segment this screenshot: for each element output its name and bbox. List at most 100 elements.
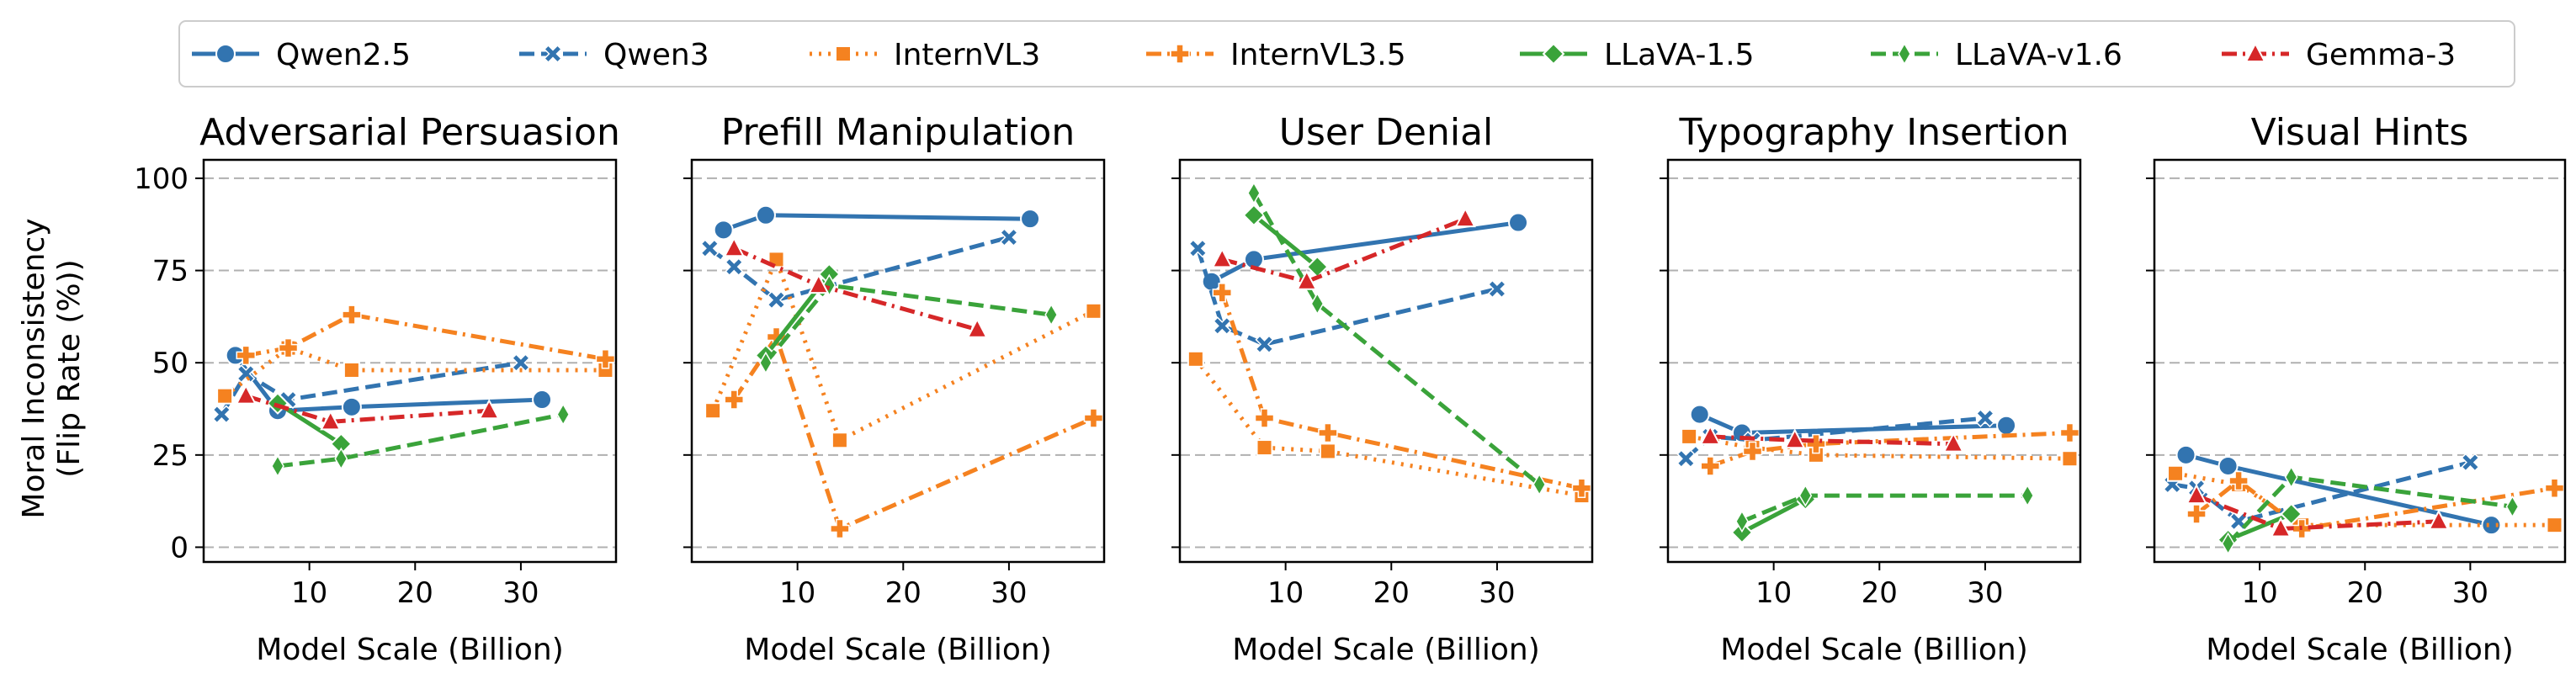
panel-frame xyxy=(2153,158,2567,564)
series-llava-v1-6 xyxy=(1247,181,1547,496)
x-tick-label: 10 xyxy=(1267,576,1304,610)
data-point xyxy=(966,317,988,338)
legend-marker xyxy=(2244,41,2266,62)
data-point xyxy=(236,345,257,366)
data-point xyxy=(1188,239,1208,258)
series-line xyxy=(1709,431,2070,469)
series-internvl3-5 xyxy=(236,305,616,369)
data-point xyxy=(2505,495,2520,518)
data-point xyxy=(478,399,500,420)
x-tick-label: 10 xyxy=(1755,576,1792,610)
panel-typography-insertion: Typography Insertion 10 20 30 Model Scale (B… xyxy=(1660,111,2082,667)
x-tick-label: 20 xyxy=(397,576,433,610)
data-point xyxy=(236,364,256,384)
data-point xyxy=(831,432,848,449)
series-llava-v1-6 xyxy=(271,403,571,478)
data-point xyxy=(334,447,348,470)
data-point xyxy=(999,228,1018,247)
panel-prefill-manipulation: Prefill Manipulation 10 20 30 Model Scale (B… xyxy=(683,111,1106,667)
series-line xyxy=(233,353,543,413)
x-axis-label: Model Scale (Billion) xyxy=(2206,633,2513,667)
series-internvl3-5 xyxy=(724,326,1104,539)
x-axis-label: Model Scale (Billion) xyxy=(744,633,1051,667)
legend-item-gemma-3: Gemma-3 xyxy=(2222,38,2456,72)
data-point xyxy=(723,236,745,257)
data-point xyxy=(278,337,299,358)
data-point xyxy=(2481,515,2502,536)
panel-title: Adversarial Persuasion xyxy=(199,111,620,154)
panel-user-denial: User Denial 10 20 30 Model Scale (Billion) xyxy=(1171,111,1594,667)
series-qwen2-5 xyxy=(225,345,553,421)
data-point xyxy=(1784,428,1806,449)
legend-item-qwen2-5: Qwen2.5 xyxy=(192,38,411,72)
data-point xyxy=(1310,292,1325,315)
data-point xyxy=(595,349,616,369)
data-point xyxy=(2021,484,2035,507)
panel-visual-hints: Visual Hints 10 20 30 Model Scale (Billion) xyxy=(2146,111,2567,667)
series-qwen3 xyxy=(700,228,1018,310)
panel-title: User Denial xyxy=(1279,111,1494,154)
data-point xyxy=(2228,470,2249,491)
series-qwen2-5 xyxy=(713,204,1041,241)
panel-frame xyxy=(690,158,1106,564)
series-line xyxy=(1221,216,1467,284)
x-tick-label: 20 xyxy=(885,576,922,610)
data-point xyxy=(1020,209,1041,230)
data-point xyxy=(2186,483,2207,505)
series-line xyxy=(2195,479,2555,531)
y-axis-label-line2: (Flip Rate (%)) xyxy=(52,259,87,477)
series-qwen3 xyxy=(1188,239,1506,354)
data-point xyxy=(2186,504,2207,524)
series-line xyxy=(1251,192,1541,486)
series-qwen3 xyxy=(212,353,530,424)
data-point xyxy=(212,405,231,424)
series-internvl3-5 xyxy=(1212,283,1592,499)
data-point xyxy=(2546,517,2563,534)
series-internvl3 xyxy=(1187,350,1591,505)
x-tick-label: 30 xyxy=(2452,576,2488,610)
series-line xyxy=(1710,434,1954,447)
data-point xyxy=(2284,465,2298,489)
data-point xyxy=(808,273,830,294)
data-point xyxy=(2428,509,2450,530)
legend-item-internvl3-5: InternVL3.5 xyxy=(1146,38,1406,72)
y-tick-label: 50 xyxy=(152,347,189,380)
series-qwen2-5 xyxy=(1689,404,2017,443)
series-line xyxy=(1684,416,1986,461)
legend-item-llava-1-5: LLaVA-1.5 xyxy=(1520,38,1755,72)
series-internvl3-5 xyxy=(1700,422,2080,476)
data-point xyxy=(822,273,837,297)
panel-frame xyxy=(202,158,618,564)
x-axis-label: Model Scale (Billion) xyxy=(256,633,563,667)
data-point xyxy=(2544,478,2565,499)
x-tick-label: 10 xyxy=(2241,576,2277,610)
data-point xyxy=(713,220,734,241)
series-line xyxy=(223,346,606,398)
series-qwen2-5 xyxy=(1201,212,1529,292)
data-point xyxy=(1742,441,1763,462)
series-line xyxy=(2171,460,2472,524)
legend-item-internvl3: InternVL3 xyxy=(810,38,1040,72)
data-point xyxy=(755,204,776,225)
data-point xyxy=(767,290,786,310)
data-point xyxy=(216,387,234,405)
panel-frame xyxy=(1178,158,1594,564)
x-tick-label: 20 xyxy=(1373,576,1410,610)
x-tick-label: 10 xyxy=(291,576,327,610)
data-point xyxy=(1247,181,1261,204)
data-point xyxy=(2175,444,2196,465)
series-internvl3 xyxy=(704,251,1102,449)
series-line xyxy=(708,235,1010,303)
data-point xyxy=(342,305,362,325)
data-point xyxy=(1508,212,1529,233)
data-point xyxy=(341,396,362,417)
data-point xyxy=(759,351,773,374)
series-gemma-3 xyxy=(1211,207,1476,290)
data-point xyxy=(1296,269,1318,290)
panel-title: Prefill Manipulation xyxy=(721,111,1075,154)
series-line xyxy=(245,312,606,362)
data-point xyxy=(2461,453,2480,472)
series-gemma-3 xyxy=(2186,483,2450,538)
data-point xyxy=(2217,455,2239,476)
